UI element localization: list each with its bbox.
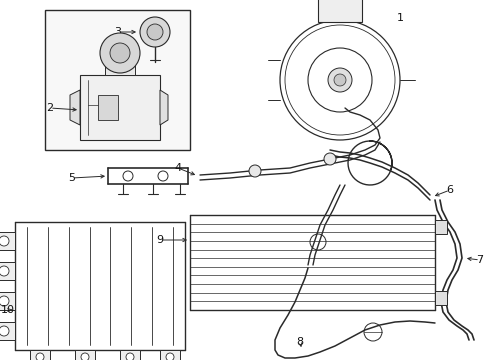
Text: 2: 2	[46, 103, 54, 113]
Circle shape	[140, 17, 170, 47]
Text: 10: 10	[1, 305, 15, 315]
Text: 9: 9	[156, 235, 163, 245]
Circle shape	[147, 24, 163, 40]
Circle shape	[0, 296, 9, 306]
Circle shape	[165, 353, 174, 360]
Bar	[30, 350, 50, 360]
Polygon shape	[160, 90, 168, 125]
Circle shape	[110, 43, 130, 63]
Circle shape	[0, 266, 9, 276]
Circle shape	[333, 74, 346, 86]
Bar	[45, 10, 190, 150]
Bar	[98, 95, 118, 120]
FancyBboxPatch shape	[317, 0, 361, 22]
Bar	[434, 220, 446, 234]
Circle shape	[81, 353, 89, 360]
Polygon shape	[70, 90, 80, 125]
Text: 8: 8	[296, 337, 303, 347]
Circle shape	[0, 326, 9, 336]
Bar	[75, 350, 95, 360]
Circle shape	[158, 171, 168, 181]
Bar	[0, 322, 15, 340]
Text: 3: 3	[114, 27, 121, 37]
Bar	[105, 57, 135, 75]
Circle shape	[0, 236, 9, 246]
Text: 1: 1	[396, 13, 403, 23]
Circle shape	[248, 165, 261, 177]
Bar	[0, 262, 15, 280]
Circle shape	[123, 171, 133, 181]
Circle shape	[324, 153, 335, 165]
Circle shape	[36, 353, 44, 360]
Text: 6: 6	[446, 185, 452, 195]
Bar	[0, 292, 15, 310]
Text: 5: 5	[68, 173, 75, 183]
Bar	[0, 232, 15, 250]
Bar	[120, 350, 140, 360]
Circle shape	[100, 33, 140, 73]
Bar	[434, 291, 446, 305]
Text: 4: 4	[174, 163, 181, 173]
Circle shape	[327, 68, 351, 92]
Bar	[160, 350, 180, 360]
Circle shape	[126, 353, 134, 360]
Text: 7: 7	[475, 255, 483, 265]
FancyBboxPatch shape	[80, 75, 160, 140]
